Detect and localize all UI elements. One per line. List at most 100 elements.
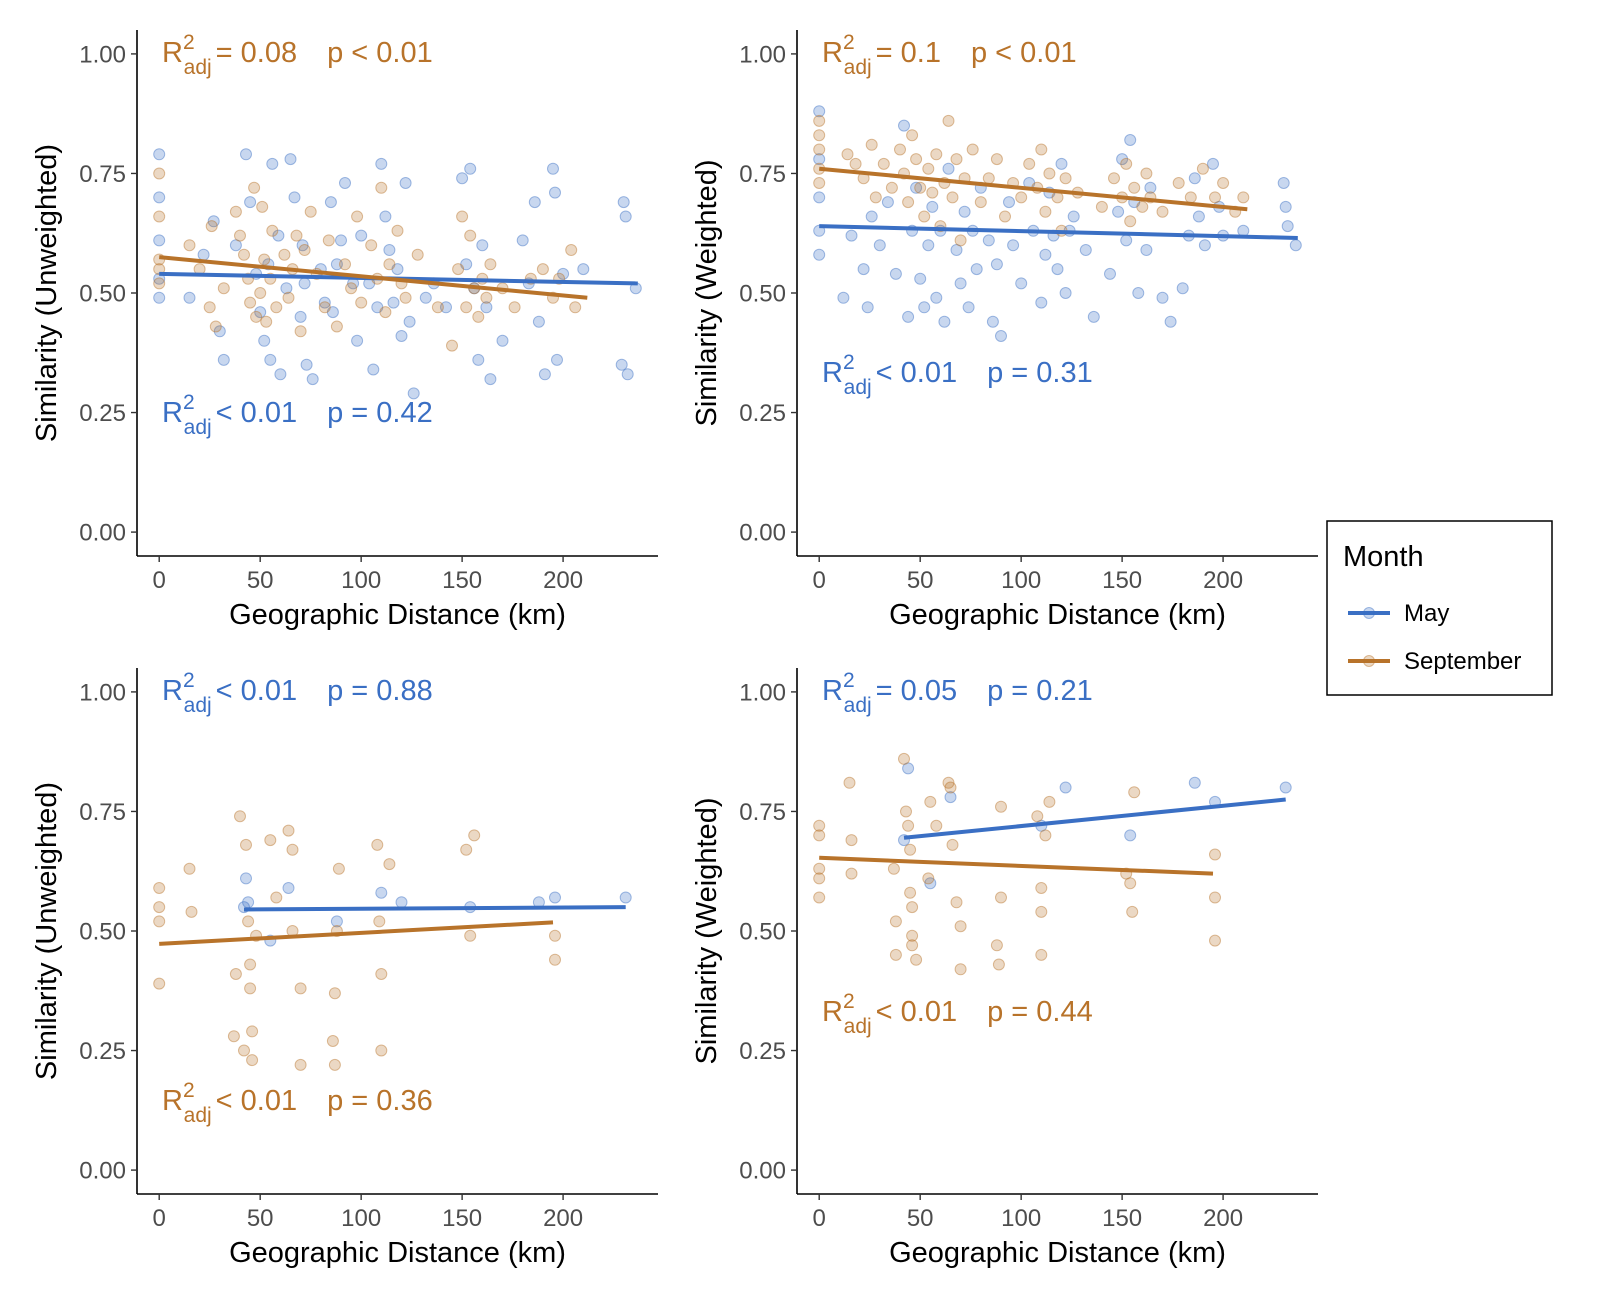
data-point bbox=[244, 958, 257, 971]
data-point bbox=[246, 1054, 259, 1067]
panel-bottom-right: 0.00 0.25 0.50 0.75 1.00 0 50 100 150 200 Geograph… bbox=[691, 668, 1318, 1269]
data-point bbox=[1188, 776, 1201, 789]
data-point bbox=[403, 315, 416, 328]
data-point bbox=[942, 776, 955, 789]
data-point bbox=[914, 181, 927, 194]
data-point bbox=[367, 363, 380, 376]
data-point bbox=[282, 824, 295, 837]
data-point bbox=[845, 867, 858, 880]
data-point bbox=[900, 805, 912, 818]
data-point bbox=[950, 896, 963, 909]
data-point bbox=[1184, 191, 1197, 204]
data-point bbox=[1043, 167, 1056, 180]
data-point bbox=[270, 301, 283, 314]
data-point bbox=[419, 291, 432, 304]
data-point bbox=[902, 762, 915, 775]
data-point bbox=[260, 315, 273, 328]
data-point bbox=[242, 915, 255, 928]
data-point bbox=[617, 196, 630, 209]
data-point bbox=[906, 939, 919, 952]
y-tick-label: 0.25 bbox=[79, 400, 126, 427]
data-point bbox=[304, 205, 317, 218]
data-point bbox=[843, 776, 856, 789]
x-axis-title: Geographic Distance (km) bbox=[889, 1237, 1226, 1269]
data-point bbox=[1198, 239, 1211, 252]
data-point bbox=[383, 244, 396, 256]
data-point bbox=[484, 373, 497, 386]
data-point bbox=[813, 248, 826, 261]
y-tick-label: 0.25 bbox=[739, 400, 786, 427]
data-point bbox=[391, 263, 404, 276]
data-point bbox=[898, 752, 910, 765]
data-point bbox=[1237, 191, 1250, 204]
legend-point-swatch bbox=[1363, 607, 1375, 619]
data-point bbox=[464, 229, 477, 242]
data-point bbox=[1172, 177, 1185, 189]
data-point bbox=[266, 224, 279, 237]
data-point bbox=[1124, 829, 1137, 842]
data-point bbox=[944, 791, 957, 804]
data-point bbox=[549, 186, 561, 199]
data-point bbox=[197, 248, 210, 261]
data-point bbox=[877, 157, 890, 170]
data-point bbox=[286, 843, 299, 856]
y-tick-label: 1.00 bbox=[79, 679, 126, 706]
y-axis-title: Similarity (Unweighted) bbox=[31, 782, 63, 1080]
data-point bbox=[383, 258, 396, 271]
fit-line-september bbox=[159, 255, 588, 300]
data-point bbox=[549, 891, 561, 904]
data-point bbox=[887, 862, 900, 875]
y-tick-label: 0.75 bbox=[79, 799, 126, 826]
data-point bbox=[516, 234, 529, 247]
data-point bbox=[865, 210, 878, 223]
data-point bbox=[284, 153, 297, 166]
data-point bbox=[250, 310, 263, 323]
stat-annotation-september: R2 adj = 0.08 p < 0.01 bbox=[162, 31, 433, 79]
data-point bbox=[484, 258, 497, 271]
data-point bbox=[1126, 905, 1139, 918]
data-point bbox=[472, 353, 485, 366]
data-point bbox=[1035, 296, 1048, 309]
data-point bbox=[238, 1044, 250, 1057]
data-point bbox=[496, 334, 509, 347]
data-point bbox=[306, 373, 319, 386]
data-point bbox=[922, 239, 935, 252]
y-axis-title: Similarity (Weighted) bbox=[691, 798, 723, 1065]
data-point bbox=[244, 196, 257, 209]
data-point bbox=[889, 915, 902, 928]
stat-annotation-september: R2 adj < 0.01 p = 0.36 bbox=[162, 1079, 433, 1127]
data-point bbox=[1209, 891, 1221, 904]
data-point bbox=[300, 358, 313, 371]
data-point bbox=[954, 234, 967, 247]
legend-item-may: May bbox=[1348, 600, 1449, 627]
data-point bbox=[1128, 786, 1141, 799]
y-tick-label: 0.50 bbox=[739, 919, 786, 946]
data-point bbox=[246, 1025, 259, 1038]
legend: Month May September bbox=[1326, 520, 1553, 696]
legend-point-swatch bbox=[1363, 655, 1375, 667]
data-point bbox=[339, 177, 351, 189]
data-point bbox=[946, 838, 959, 851]
data-point bbox=[1039, 248, 1052, 261]
data-point bbox=[999, 210, 1011, 223]
y-tick-label: 0.00 bbox=[739, 1158, 786, 1185]
data-point bbox=[1039, 205, 1052, 218]
x-axis-title: Geographic Distance (km) bbox=[229, 1237, 566, 1269]
y-tick-label: 0.25 bbox=[739, 1038, 786, 1065]
data-point bbox=[1128, 181, 1141, 194]
x-tick-label: 100 bbox=[1001, 1205, 1041, 1232]
data-point bbox=[258, 334, 271, 347]
data-point bbox=[547, 162, 559, 175]
data-point bbox=[845, 229, 858, 242]
data-point bbox=[950, 153, 963, 166]
data-point bbox=[431, 301, 444, 314]
data-point bbox=[234, 229, 246, 242]
data-point bbox=[270, 891, 283, 904]
data-point bbox=[924, 877, 937, 890]
data-point bbox=[910, 953, 923, 966]
data-point bbox=[1176, 282, 1189, 295]
data-point bbox=[1140, 244, 1153, 256]
data-point bbox=[238, 248, 250, 261]
data-point bbox=[328, 1058, 341, 1071]
x-tick-label: 0 bbox=[153, 1205, 166, 1232]
